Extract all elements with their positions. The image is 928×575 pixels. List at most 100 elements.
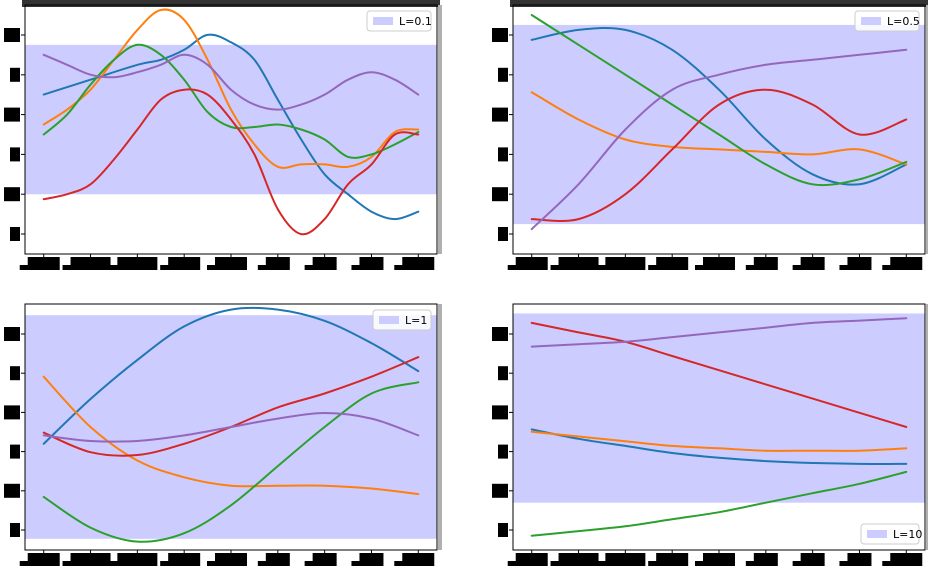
panel-top-left: L=0.1 (4, 0, 442, 270)
top-dark-strip (22, 0, 440, 7)
x-tick-label-redacted (753, 257, 778, 270)
y-tick-label-redacted (4, 483, 20, 498)
x-tick-label-redacted-minus (882, 561, 893, 566)
x-tick-label-redacted (753, 553, 778, 566)
x-tick-label-redacted (168, 257, 201, 270)
x-tick-label-redacted (215, 257, 247, 270)
x-tick-label-redacted-minus (351, 561, 362, 566)
series-line-3 (42, 43, 420, 159)
legend-label: L=1 (405, 314, 427, 327)
y-tick-label-redacted (498, 67, 508, 82)
legend-label: L=0.5 (887, 15, 920, 28)
y-tick-label-redacted (4, 107, 20, 122)
series-line-4 (530, 321, 908, 428)
x-tick-label-redacted (847, 553, 872, 566)
series-line-5 (42, 53, 420, 111)
x-tick-label-redacted (703, 257, 735, 270)
x-tick-label-redacted (265, 553, 290, 566)
x-tick-label-redacted-minus (19, 561, 30, 566)
series-line-2 (42, 8, 420, 169)
y-tick-label-redacted (10, 444, 20, 459)
x-tick-label-redacted-minus (109, 561, 120, 566)
x-tick-label-redacted (800, 553, 825, 566)
x-tick-label-redacted (359, 257, 384, 270)
series-line-2 (42, 375, 420, 496)
x-tick-label-redacted-minus (839, 561, 850, 566)
y-tick-label-redacted (498, 444, 508, 459)
shaded-band (513, 313, 925, 503)
legend: L=1 (372, 309, 432, 331)
y-tick-label-redacted (10, 67, 20, 82)
axes-edge-shadow (438, 304, 442, 550)
x-tick-label-redacted-minus (745, 265, 756, 270)
x-tick-label-redacted-minus (62, 265, 73, 270)
y-tick-label-redacted (492, 107, 508, 122)
x-tick-label-redacted-minus (550, 265, 561, 270)
x-tick-label-redacted (70, 257, 111, 270)
x-tick-label-redacted-minus (394, 265, 405, 270)
x-tick-label-redacted (558, 553, 599, 566)
y-tick-label-redacted (10, 523, 20, 537)
x-tick-label-redacted (605, 553, 646, 566)
series-line-1 (530, 27, 908, 186)
x-tick-label-redacted-minus (507, 265, 518, 270)
x-tick-label-redacted (402, 257, 435, 270)
x-tick-label-redacted (703, 553, 735, 566)
x-tick-label-redacted (215, 553, 247, 566)
x-tick-label-redacted (117, 553, 158, 566)
x-tick-label-redacted (890, 553, 923, 566)
x-tick-label-redacted-minus (257, 265, 268, 270)
x-tick-label-redacted-minus (109, 265, 120, 270)
x-tick-label-redacted (656, 257, 689, 270)
series-line-5 (530, 317, 908, 348)
shaded-band (513, 24, 925, 225)
y-tick-label-redacted (10, 227, 20, 241)
x-tick-label-redacted-minus (648, 265, 659, 270)
panel-bottom-right: L=10 (492, 303, 928, 566)
y-tick-label-redacted (492, 327, 508, 341)
x-tick-label-redacted-minus (304, 265, 315, 270)
x-tick-label-redacted (656, 553, 689, 566)
y-tick-label-redacted (4, 405, 20, 420)
legend-label: L=10 (893, 528, 922, 541)
x-tick-label-redacted (312, 257, 337, 270)
legend-box (366, 10, 432, 32)
series-line-1 (42, 33, 420, 221)
legend-box (372, 309, 432, 331)
x-tick-label-redacted-minus (257, 561, 268, 566)
x-tick-label-redacted-minus (792, 265, 803, 270)
series-line-1 (530, 428, 908, 465)
legend-label: L=0.1 (399, 15, 432, 28)
x-tick-label-redacted (847, 257, 872, 270)
axes-edge-shadow (926, 5, 928, 254)
panel-bottom-left: L=1 (4, 303, 442, 566)
y-tick-label-redacted (10, 366, 20, 381)
legend: L=0.5 (854, 10, 920, 32)
legend-swatch (861, 17, 881, 25)
series-line-3 (530, 470, 908, 537)
x-tick-label-redacted-minus (839, 265, 850, 270)
x-tick-label-redacted-minus (550, 561, 561, 566)
series-line-4 (42, 88, 420, 236)
x-tick-label-redacted (27, 553, 60, 566)
x-tick-label-redacted (312, 553, 337, 566)
y-tick-label-redacted (4, 327, 20, 341)
axes-edge-shadow (926, 304, 928, 550)
legend: L=10 (860, 523, 922, 545)
x-tick-label-redacted-minus (62, 561, 73, 566)
y-tick-label-redacted (498, 523, 508, 537)
x-tick-label-redacted-minus (695, 561, 705, 566)
legend-swatch (867, 530, 887, 538)
legend-box (854, 10, 920, 32)
series-line-2 (530, 430, 908, 452)
legend-swatch (379, 316, 399, 324)
series-line-3 (530, 14, 908, 187)
x-tick-label-redacted (605, 257, 646, 270)
x-tick-label-redacted (265, 257, 290, 270)
x-tick-label-redacted (70, 553, 111, 566)
x-tick-label-redacted-minus (597, 265, 608, 270)
x-tick-label-redacted (117, 257, 158, 270)
y-tick-label-redacted (492, 28, 508, 42)
series-line-1 (42, 306, 420, 445)
